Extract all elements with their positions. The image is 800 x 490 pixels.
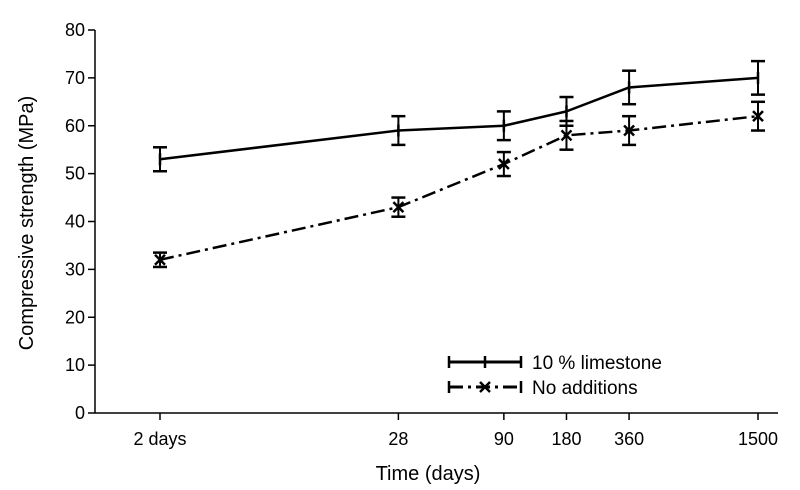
y-tick-label: 30 [65, 259, 85, 279]
series-1 [153, 100, 765, 269]
data-point [752, 110, 764, 123]
data-point [392, 201, 405, 214]
y-tick-label: 80 [65, 20, 85, 40]
y-tick-label: 0 [75, 403, 85, 423]
x-marker-stroke [479, 381, 491, 393]
series-layer [153, 59, 765, 269]
data-point [497, 158, 510, 170]
x-marker-stroke [623, 124, 635, 137]
x-tick-label: 360 [614, 429, 644, 449]
series-0 [153, 59, 765, 173]
legend-label: 10 % limestone [532, 353, 662, 374]
x-axis: 2 days 28 90 180 360 1500 [95, 412, 778, 449]
x-axis-label: Time (days) [376, 463, 481, 485]
x-marker-stroke [392, 201, 405, 214]
legend: 10 % limestone No additions [447, 353, 662, 399]
data-point [560, 129, 573, 142]
x-marker-stroke [752, 110, 764, 123]
series-line [159, 114, 759, 262]
y-tick-label: 50 [65, 164, 85, 184]
y-tick-label: 40 [65, 212, 85, 232]
y-tick-label: 10 [65, 355, 85, 375]
legend-item: No additions [447, 378, 638, 399]
data-point [154, 253, 166, 266]
x-marker-stroke [497, 158, 510, 170]
x-tick-label: 28 [388, 429, 408, 449]
y-tick-label: 70 [65, 68, 85, 88]
y-tick-label: 60 [65, 116, 85, 136]
y-tick-label: 20 [65, 307, 85, 327]
x-tick-label: 90 [494, 429, 514, 449]
series-line [159, 76, 759, 161]
x-tick-label: 2 days [133, 429, 186, 449]
legend-item: 10 % limestone [447, 353, 662, 374]
x-tick-label: 1500 [738, 429, 778, 449]
x-marker-stroke [154, 253, 166, 266]
x-marker-stroke [560, 129, 573, 142]
y-axis-label: Compressive strength (MPa) [16, 96, 38, 351]
legend-marker [479, 381, 491, 393]
y-axis: 0 10 20 30 40 50 60 70 80 [65, 20, 96, 423]
data-point [623, 124, 635, 137]
legend-label: No additions [532, 378, 638, 399]
x-tick-label: 180 [551, 429, 581, 449]
